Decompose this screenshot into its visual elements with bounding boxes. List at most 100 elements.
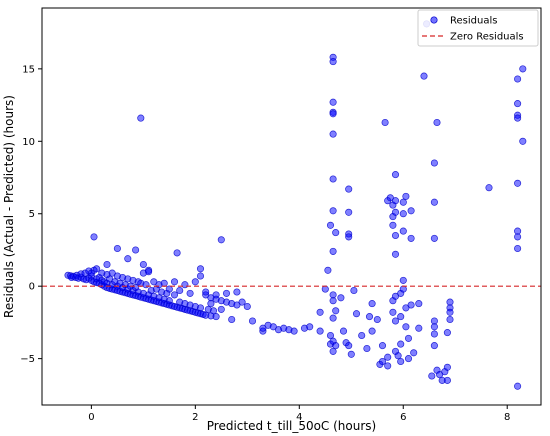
residual-point (443, 363, 451, 371)
residual-point (394, 352, 402, 360)
residual-point (329, 98, 337, 106)
data-points-layer (64, 20, 527, 390)
residual-point (329, 130, 337, 138)
x-tick-label: 2 (192, 412, 198, 423)
residual-point (332, 229, 340, 237)
residual-point (420, 72, 428, 80)
residual-point (329, 247, 337, 255)
y-tick-label: 0 (29, 282, 35, 293)
residual-point (132, 246, 140, 254)
residual-point (399, 210, 407, 218)
residual-point (332, 307, 340, 315)
residual-point (160, 279, 168, 287)
residual-point (212, 313, 220, 321)
residual-point (181, 281, 189, 289)
x-tick-label: 6 (400, 412, 406, 423)
plot-area-frame (41, 7, 542, 406)
residual-point (399, 276, 407, 284)
residual-point (365, 313, 374, 321)
residual-point (337, 294, 345, 302)
residual-point (514, 244, 522, 253)
residual-point (329, 314, 337, 322)
residual-point (391, 317, 400, 325)
residual-point (352, 310, 361, 318)
residual-point (485, 184, 493, 192)
residual-point (202, 288, 210, 296)
residual-point (391, 231, 400, 240)
residual-point (345, 185, 353, 193)
residual-point (350, 286, 358, 295)
residual-point (196, 265, 205, 273)
residual-point (397, 340, 405, 348)
residual-point (332, 342, 340, 350)
residual-point (514, 75, 522, 83)
residual-point (207, 300, 215, 308)
residual-point (324, 266, 332, 274)
residual-point (93, 265, 101, 273)
residual-point (397, 357, 405, 366)
residual-point (407, 207, 415, 215)
residual-point (316, 327, 324, 335)
residual-point (90, 233, 98, 241)
residual-point (339, 327, 348, 335)
residual-point (290, 327, 298, 335)
residual-point (404, 334, 413, 342)
residual-point (212, 291, 220, 299)
residual-point (514, 100, 522, 108)
residual-point (397, 313, 405, 321)
residual-point (329, 175, 337, 183)
residual-point (306, 323, 314, 331)
residual-point (329, 58, 337, 66)
residual-point (404, 355, 413, 363)
legend-zero-residuals-label: Zero Residuals (450, 32, 524, 43)
residual-point (430, 330, 438, 338)
residual-point (446, 308, 454, 316)
residual-point (368, 327, 376, 335)
residual-point (358, 331, 366, 340)
residual-point (243, 302, 251, 311)
residual-point (103, 260, 111, 269)
residual-point (329, 291, 337, 299)
residual-point (443, 376, 451, 384)
residual-point (345, 233, 353, 241)
residual-point (433, 118, 441, 127)
residual-point (329, 347, 337, 355)
residual-point (321, 285, 329, 293)
legend-box (417, 9, 539, 47)
residual-point (391, 171, 400, 179)
residual-point (430, 342, 438, 350)
residual-point (514, 227, 522, 235)
residual-point (389, 308, 397, 316)
residual-point (430, 323, 438, 331)
x-tick-label: 4 (296, 412, 302, 423)
x-axis-ticks: 0 2 4 6 8 (88, 405, 510, 423)
residual-point (389, 221, 397, 229)
residual-point (519, 137, 527, 145)
residual-point (399, 198, 407, 206)
residual-point (443, 329, 451, 337)
legend-residuals-label: Residuals (450, 16, 497, 27)
residual-point (139, 260, 147, 269)
residual-point (363, 344, 371, 353)
residual-point (233, 288, 241, 296)
residual-point (142, 281, 150, 289)
y-axis-ticks: −5 0 5 10 15 (20, 64, 42, 365)
y-tick-label: 15 (22, 64, 35, 75)
residual-point (191, 278, 199, 286)
residual-point (170, 278, 179, 286)
residual-point (391, 208, 400, 216)
residual-point (415, 324, 423, 332)
residual-point (165, 285, 173, 293)
residual-point (137, 114, 145, 122)
residual-point (173, 249, 181, 257)
residual-point (514, 114, 522, 122)
residual-point (209, 307, 218, 315)
residual-point (329, 297, 337, 305)
residual-point (514, 179, 522, 187)
residual-point (415, 300, 423, 308)
residual-point (430, 159, 438, 167)
residual-point (430, 234, 438, 242)
residual-point (430, 198, 438, 206)
